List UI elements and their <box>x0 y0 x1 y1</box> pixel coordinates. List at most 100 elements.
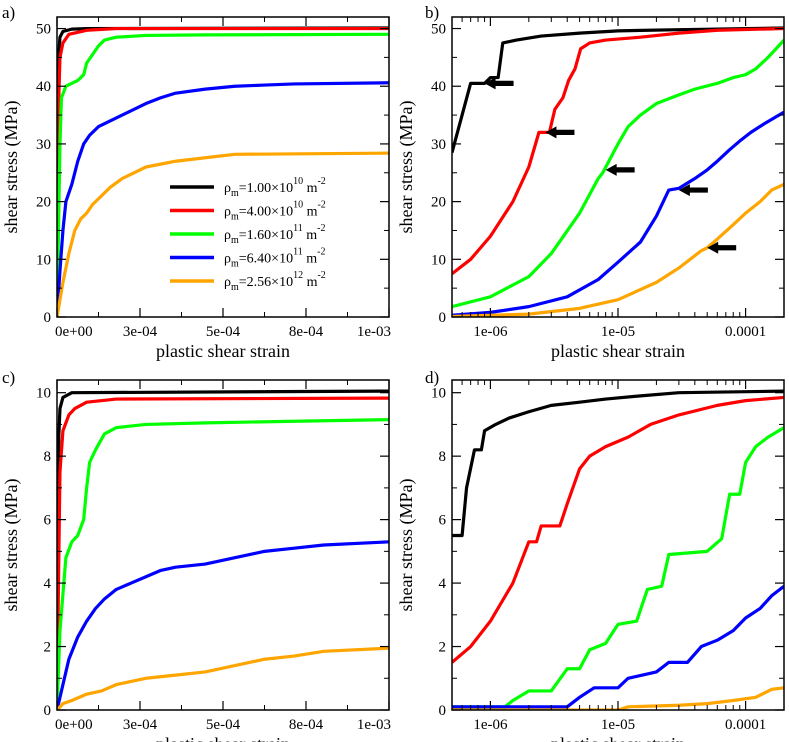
series-line-2 <box>57 396 389 710</box>
panel-1: a) 0 10 20 30 40 50 0e+00 3e-04 5e-04 8e-04 1e-03 pl… <box>1 3 391 361</box>
y-tick-label: 30 <box>36 137 51 153</box>
series-group <box>57 389 389 710</box>
series-line-1 <box>452 389 784 538</box>
series-line-5 <box>452 182 784 317</box>
legend-text-part: m <box>231 259 239 270</box>
y-tick-label: 10 <box>431 386 446 402</box>
y-tick-label: 6 <box>439 513 447 529</box>
legend-text-part: 10 <box>293 200 303 211</box>
y-tick-label: 6 <box>44 513 52 529</box>
legend-text-part: m <box>303 252 318 267</box>
y-tick-label: 50 <box>431 22 446 38</box>
series-line-4 <box>452 584 784 709</box>
x-axis-label: plastic shear strain <box>551 734 685 742</box>
series-line-3 <box>452 426 784 709</box>
legend-text-part: -2 <box>317 200 325 211</box>
x-axis-label: plastic shear strain <box>551 341 685 361</box>
annotation-arrow-1 <box>484 77 514 90</box>
series-group <box>452 389 784 710</box>
legend-text-part: m <box>231 212 239 223</box>
series-line-1 <box>57 26 389 317</box>
legend-text-part: -2 <box>317 270 325 281</box>
y-tick-label: 0 <box>44 703 52 719</box>
y-tick-label: 40 <box>431 79 446 95</box>
legend-text-part: 10 <box>293 176 303 187</box>
y-tick-label: 20 <box>431 195 446 211</box>
legend-text-part: =2.56×10 <box>239 275 293 290</box>
y-tick-label: 2 <box>44 640 52 656</box>
series-line-1 <box>452 26 784 153</box>
legend-text-part: m <box>231 235 239 246</box>
series-line-2 <box>57 26 389 317</box>
panel-label: a) <box>2 3 15 22</box>
y-axis-label: shear stress (MPa) <box>1 101 22 234</box>
y-tick-label: 4 <box>439 576 447 592</box>
y-tick-label: 10 <box>36 386 51 402</box>
y-tick-label: 8 <box>44 449 52 465</box>
legend-entry-2: ρm=4.00×1010 m-2 <box>224 200 326 223</box>
series-line-1 <box>57 389 389 710</box>
x-tick-label: 8e-04 <box>289 324 324 340</box>
annotation-arrow-4 <box>678 184 708 197</box>
y-tick-label: 40 <box>36 79 51 95</box>
legend-text-part: =1.60×10 <box>239 228 293 243</box>
y-tick-label: 0 <box>44 310 52 326</box>
series-group <box>452 26 784 317</box>
legend-entry-5: ρm=2.56×1012 m-2 <box>224 270 326 293</box>
y-tick-label: 0 <box>439 703 447 719</box>
x-tick-label: 1e-03 <box>357 717 391 733</box>
annotation-arrow-3 <box>605 163 635 176</box>
x-tick-label: 3e-04 <box>123 717 158 733</box>
y-tick-label: 2 <box>439 640 447 656</box>
annotation-arrow-5 <box>707 241 737 254</box>
x-tick-label: 1e-05 <box>601 717 635 733</box>
y-tick-label: 20 <box>36 195 51 211</box>
y-axis-label: shear stress (MPa) <box>396 101 417 234</box>
x-tick-label: 1e-05 <box>601 324 635 340</box>
legend-text-part: ρ <box>224 275 231 290</box>
legend-text-part: m <box>303 228 318 243</box>
legend-entry-1: ρm=1.00×1010 m-2 <box>224 176 326 199</box>
legend-text-part: ρ <box>224 252 231 267</box>
x-tick-label: 1e-06 <box>473 324 508 340</box>
x-tick-label: 5e-04 <box>206 717 241 733</box>
legend-text-part: 11 <box>293 247 303 258</box>
annotation-arrow-2 <box>545 126 575 139</box>
series-line-3 <box>57 32 389 317</box>
x-tick-label: 1e-06 <box>473 717 508 733</box>
series-line-5 <box>57 151 389 317</box>
series-line-4 <box>57 81 389 317</box>
y-tick-label: 10 <box>431 252 446 268</box>
y-axis-label: shear stress (MPa) <box>396 479 417 612</box>
x-tick-label: 0e+00 <box>55 717 93 733</box>
y-tick-label: 8 <box>439 449 447 465</box>
series-line-4 <box>452 110 784 317</box>
panel-label: d) <box>425 368 439 387</box>
legend-text-part: =1.00×10 <box>239 181 293 196</box>
series-line-5 <box>57 646 389 710</box>
panel-label: b) <box>425 3 439 22</box>
series-line-2 <box>452 395 784 664</box>
x-tick-label: 1e-03 <box>357 324 391 340</box>
legend-entry-4: ρm=6.40×1011 m-2 <box>224 247 325 270</box>
legend: ρm=1.00×1010 m-2ρm=4.00×1010 m-2ρm=1.60×… <box>170 176 326 293</box>
panel-label: c) <box>2 368 15 387</box>
panel-3: c) 0 2 4 6 8 10 0e+00 3e-04 5e-04 8e-04 1e-03 plasti… <box>1 368 391 742</box>
legend-text-part: m <box>231 188 239 199</box>
legend-text-part: m <box>303 205 318 220</box>
legend-text-part: -2 <box>317 223 325 234</box>
legend-text-part: m <box>303 275 318 290</box>
panel-2: b) 0 10 20 30 40 50 1e-06 1e-05 0.0001 plastic she… <box>396 3 785 361</box>
x-tick-label: 3e-04 <box>123 324 158 340</box>
series-line-2 <box>452 26 784 275</box>
x-tick-label: 8e-04 <box>289 717 324 733</box>
legend-text-part: -2 <box>317 176 325 187</box>
series-line-5 <box>452 686 784 710</box>
legend-text-part: =6.40×10 <box>239 252 293 267</box>
series-group <box>57 26 389 317</box>
x-axis-label: plastic shear strain <box>156 734 290 742</box>
plot-frame <box>56 16 390 318</box>
legend-text-part: -2 <box>317 247 325 258</box>
